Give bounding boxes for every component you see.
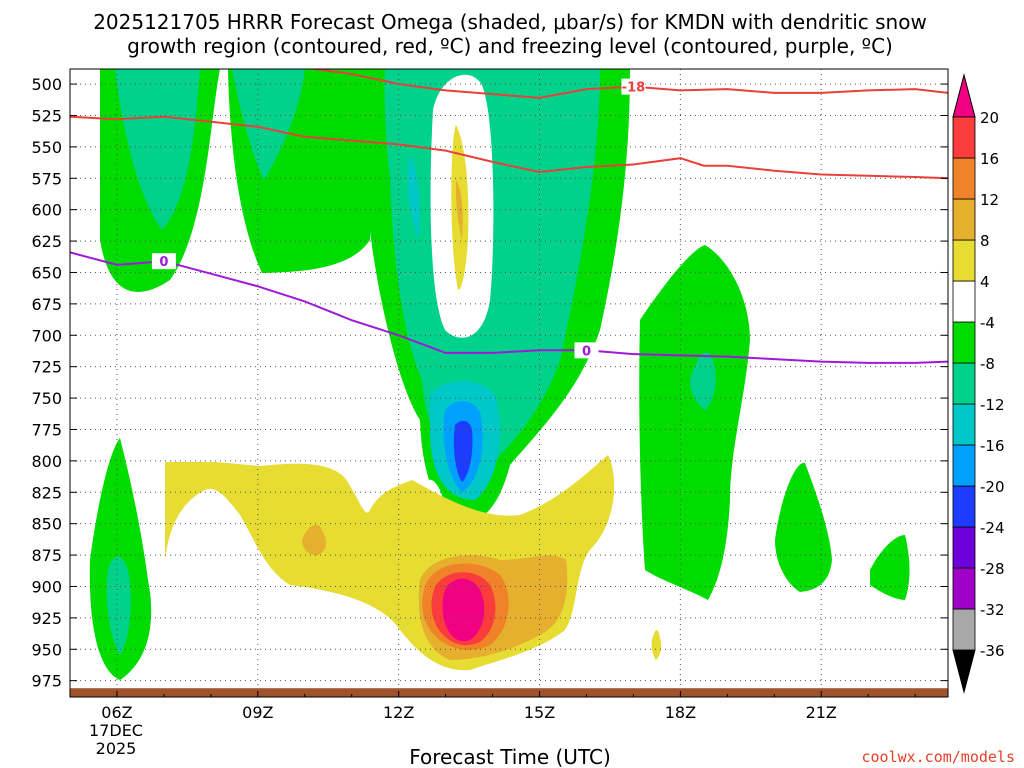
y-tick-label-900: 900: [31, 577, 62, 596]
omega-region-n: [639, 245, 750, 600]
omega-region-o: [690, 352, 716, 410]
x-axis: 06Z 09Z 12Z 15Z 18Z 21Z: [101, 691, 916, 722]
x-tick-label-21: 21Z: [806, 703, 837, 722]
colorbar-bin-2: [952, 526, 976, 569]
y-tick-label-950: 950: [31, 640, 62, 659]
omega-region-u: [302, 524, 327, 556]
omega-region-b: [115, 69, 200, 230]
colorbar-top-arrow: [952, 73, 976, 118]
colorbar: -36 -32 -28 -24 -20 -16 -12 -8 -4 4 8 12 16 20: [952, 73, 1005, 694]
y-tick-label-675: 675: [31, 295, 62, 314]
x-tick-label-6: 06Z: [101, 703, 132, 722]
date-label-line2: 2025: [96, 739, 137, 758]
omega-shading: [89, 69, 910, 680]
colorbar-bin-7: [952, 321, 976, 364]
x-axis-label: Forecast Time (UTC): [409, 745, 611, 768]
colorbar-label-8: -4: [980, 314, 995, 332]
colorbar-bottom-arrow: [952, 649, 976, 694]
date-label-line1: 17DEC: [89, 721, 143, 740]
contour-label-2-1: 0: [582, 344, 591, 359]
y-axis: 500 525 550 575 600 625 650 675 700 725 750 775 800 8…: [31, 75, 948, 691]
omega-region-z: [651, 629, 662, 660]
contour-label-2-0: 0: [159, 255, 168, 270]
colorbar-label-9: 4: [980, 273, 990, 291]
colorbar-label-3: -24: [980, 519, 1005, 537]
y-tick-label-825: 825: [31, 483, 62, 502]
y-tick-label-850: 850: [31, 515, 62, 534]
y-tick-label-975: 975: [31, 672, 62, 691]
y-tick-label-725: 725: [31, 358, 62, 377]
y-tick-label-625: 625: [31, 232, 62, 251]
colorbar-label-6: -12: [980, 396, 1005, 414]
colorbar-label-10: 8: [980, 232, 990, 250]
y-tick-label-525: 525: [31, 106, 62, 125]
colorbar-label-4: -20: [980, 478, 1005, 496]
chart-title-line1: 2025121705 HRRR Forecast Omega (shaded, …: [93, 10, 927, 34]
colorbar-bin-4: [952, 444, 976, 487]
colorbar-bin-11: [952, 157, 976, 200]
plot-frame: [69, 68, 949, 698]
colorbar-bin-5: [952, 403, 976, 446]
omega-region-q: [870, 535, 910, 600]
y-tick-label-875: 875: [31, 546, 62, 565]
colorbar-bin-9: [952, 239, 976, 282]
colorbar-label-12: 16: [980, 150, 999, 168]
colorbar-bin-12: [952, 116, 976, 159]
y-tick-label-575: 575: [31, 169, 62, 188]
y-tick-label-925: 925: [31, 609, 62, 628]
y-tick-label-500: 500: [31, 75, 62, 94]
omega-region-l: [455, 180, 463, 240]
y-tick-label-750: 750: [31, 389, 62, 408]
contour-label-bg-2-1: [574, 342, 599, 359]
contour-1: [306, 69, 948, 99]
surface-bar: [70, 688, 948, 697]
x-tick-label-18: 18Z: [665, 703, 696, 722]
y-tick-label-550: 550: [31, 138, 62, 157]
colorbar-label-1: -32: [980, 601, 1005, 619]
omega-region-i: [453, 420, 473, 482]
colorbar-bin-1: [952, 567, 976, 610]
colorbar-bin-0: [952, 608, 976, 651]
watermark: coolwx.com/models: [861, 748, 1015, 766]
colorbar-label-13: 20: [980, 109, 999, 127]
omega-region-p: [775, 462, 832, 592]
contour-2: [70, 251, 948, 364]
colorbar-label-11: 12: [980, 191, 999, 209]
y-tick-label-650: 650: [31, 263, 62, 282]
contour-label-bg-2-0: [151, 253, 176, 270]
x-tick-label-15: 15Z: [524, 703, 555, 722]
temperature-contours: -18 0 0: [70, 69, 948, 364]
y-tick-label-600: 600: [31, 201, 62, 220]
omega-region-y: [442, 578, 485, 642]
omega-region-s: [106, 556, 131, 655]
contour-label-1-0: -18: [622, 81, 646, 96]
x-tick-label-9: 09Z: [242, 703, 273, 722]
colorbar-bin-3: [952, 485, 976, 528]
colorbar-label-7: -8: [980, 355, 995, 373]
colorbar-bin-8: [952, 280, 976, 323]
contour-label-bg-1-0: [621, 78, 646, 95]
y-tick-label-775: 775: [31, 420, 62, 439]
y-tick-label-800: 800: [31, 452, 62, 471]
colorbar-label-2: -28: [980, 560, 1005, 578]
chart-title-line2: growth region (contoured, red, ºC) and f…: [127, 34, 893, 58]
colorbar-bin-10: [952, 198, 976, 241]
omega-region-d: [232, 69, 305, 180]
x-tick-label-12: 12Z: [383, 703, 414, 722]
colorbar-bin-6: [952, 362, 976, 405]
contour-0: [70, 115, 948, 180]
colorbar-label-5: -16: [980, 437, 1005, 455]
colorbar-label-0: -36: [980, 642, 1005, 660]
y-tick-label-700: 700: [31, 326, 62, 345]
